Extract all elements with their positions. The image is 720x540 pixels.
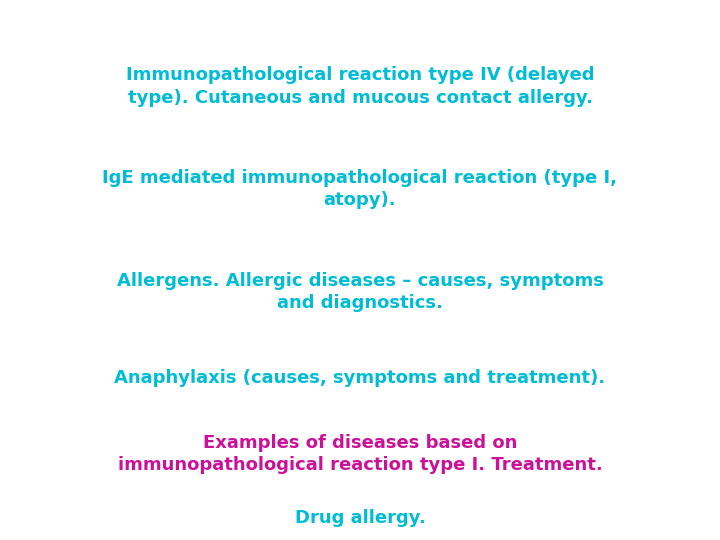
Text: Allergens. Allergic diseases – causes, symptoms
and diagnostics.: Allergens. Allergic diseases – causes, s… — [117, 272, 603, 312]
Text: IgE mediated immunopathological reaction (type I,
atopy).: IgE mediated immunopathological reaction… — [102, 169, 618, 209]
Text: Examples of diseases based on
immunopathological reaction type I. Treatment.: Examples of diseases based on immunopath… — [117, 434, 603, 474]
Text: Drug allergy.: Drug allergy. — [294, 509, 426, 528]
Text: Anaphylaxis (causes, symptoms and treatment).: Anaphylaxis (causes, symptoms and treatm… — [114, 369, 606, 387]
Text: Immunopathological reaction type IV (delayed
type). Cutaneous and mucous contact: Immunopathological reaction type IV (del… — [126, 66, 594, 106]
